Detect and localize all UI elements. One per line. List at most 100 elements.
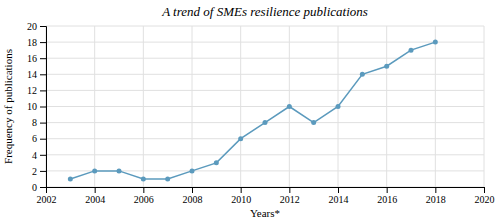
tick-mark xyxy=(40,42,46,43)
tick-mark xyxy=(143,187,144,193)
tick: 2004 xyxy=(85,187,105,205)
tick-label: 18 xyxy=(27,37,37,48)
tick: 20 xyxy=(27,21,46,32)
tick-mark xyxy=(192,187,193,193)
tick-label: 8 xyxy=(32,117,37,128)
tick: 16 xyxy=(27,53,46,64)
point xyxy=(214,160,219,165)
series xyxy=(68,40,438,182)
axis-line xyxy=(47,188,485,194)
tick-label: 10 xyxy=(27,101,37,112)
tick-mark xyxy=(484,187,485,193)
grid xyxy=(46,26,484,187)
grid-line xyxy=(435,26,436,187)
point xyxy=(165,176,170,181)
grid-line xyxy=(46,58,484,59)
title: A trend of SMEs resilience publications xyxy=(161,4,368,19)
tick-label: 16 xyxy=(27,53,37,64)
grid-line xyxy=(46,154,484,155)
tick: 12 xyxy=(27,85,46,96)
tick-label: 2010 xyxy=(231,194,251,205)
x-axis-title: Years* xyxy=(250,207,280,219)
tick-label: 20 xyxy=(27,21,37,32)
grid-line xyxy=(94,26,95,187)
tick-label: 2004 xyxy=(85,194,105,205)
tick-mark xyxy=(40,74,46,75)
tick-label: 2 xyxy=(32,166,37,177)
y-axis: 0 2 4 6 8 10 12 14 16 18 20 xyxy=(27,21,47,193)
tick: 18 xyxy=(27,37,46,48)
tick-mark xyxy=(40,139,46,140)
tick-mark xyxy=(289,187,290,193)
point xyxy=(433,40,438,45)
tick-mark xyxy=(40,90,46,91)
tick-label: 6 xyxy=(32,133,37,144)
tick: 2016 xyxy=(377,187,397,205)
tick: 10 xyxy=(27,101,46,112)
axis-line xyxy=(40,27,47,188)
tick: 6 xyxy=(32,133,46,144)
point xyxy=(92,168,97,173)
tick-mark xyxy=(40,155,46,156)
tick: 2012 xyxy=(280,187,300,205)
tick: 2014 xyxy=(329,187,349,205)
grid-line xyxy=(46,90,484,91)
grid-line xyxy=(46,26,484,27)
tick: 2 xyxy=(32,166,46,177)
grid-line xyxy=(46,106,484,107)
plot: 2002200420062008201020122014201620182020… xyxy=(27,21,495,205)
point xyxy=(336,104,341,109)
tick: 2008 xyxy=(183,187,203,205)
tick: 0 xyxy=(32,182,46,193)
point xyxy=(68,176,73,181)
grid-line xyxy=(46,138,484,139)
tick-mark xyxy=(241,187,242,193)
grid-line xyxy=(46,74,484,75)
point xyxy=(409,48,414,53)
point xyxy=(141,176,146,181)
tick-label: 2002 xyxy=(37,194,57,205)
tick-mark xyxy=(40,123,46,124)
tick: 8 xyxy=(32,117,46,128)
point xyxy=(311,120,316,125)
grid-line xyxy=(192,26,193,187)
tick: 14 xyxy=(27,69,46,80)
grid-line xyxy=(484,26,485,187)
tick-label: 2018 xyxy=(426,194,446,205)
point xyxy=(117,168,122,173)
grid-line xyxy=(46,42,484,43)
tick-label: 4 xyxy=(32,150,37,161)
tick: 2006 xyxy=(134,187,154,205)
tick-label: 2008 xyxy=(183,194,203,205)
tick-label: 2016 xyxy=(377,194,397,205)
grid-line xyxy=(143,26,144,187)
point xyxy=(384,64,389,69)
grid-line xyxy=(386,26,387,187)
point xyxy=(263,120,268,125)
y-axis-title: Frequency of publications xyxy=(2,49,14,164)
point xyxy=(190,168,195,173)
line xyxy=(70,42,435,179)
tick-label: 2020 xyxy=(475,194,495,205)
chart: 2002200420062008201020122014201620182020… xyxy=(0,0,500,223)
tick: 2010 xyxy=(231,187,251,205)
tick: 4 xyxy=(32,150,46,161)
tick-mark xyxy=(40,187,46,188)
tick-mark xyxy=(40,26,46,27)
point xyxy=(360,72,365,77)
tick-label: 2012 xyxy=(280,194,300,205)
tick-label: 14 xyxy=(27,69,37,80)
point xyxy=(287,104,292,109)
tick: 2020 xyxy=(475,187,495,205)
tick-mark xyxy=(40,171,46,172)
tick-mark xyxy=(387,187,388,193)
tick-mark xyxy=(338,187,339,193)
tick-mark xyxy=(435,187,436,193)
tick: 2018 xyxy=(426,187,446,205)
tick: 2002 xyxy=(37,187,57,205)
grid-line xyxy=(240,26,241,187)
tick-label: 12 xyxy=(27,85,37,96)
tick-mark xyxy=(40,58,46,59)
x-axis: 2002 2004 2006 2008 2010 2012 2014 2016 2018 2020 xyxy=(37,187,495,205)
tick-label: 2006 xyxy=(134,194,154,205)
